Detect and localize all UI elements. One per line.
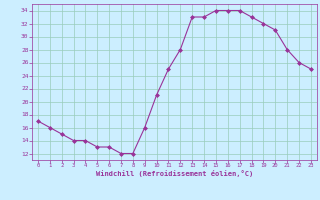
X-axis label: Windchill (Refroidissement éolien,°C): Windchill (Refroidissement éolien,°C) <box>96 170 253 177</box>
